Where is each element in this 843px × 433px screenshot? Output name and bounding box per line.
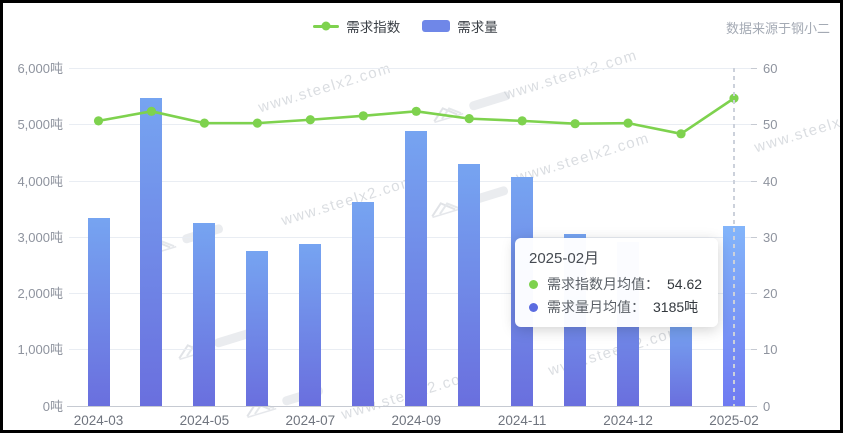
gridline <box>69 124 751 126</box>
y-axis-right-tick <box>751 236 757 238</box>
y-axis-right-label: 50 <box>763 117 778 133</box>
y-axis-left-label: 0吨 <box>42 398 63 414</box>
tooltip: 2025-02月 需求指数月均值： 54.62 需求量月均值： 3185吨 <box>515 238 719 327</box>
demand-bar-2[interactable] <box>193 223 216 406</box>
tooltip-row-label: 需求量月均值： <box>547 299 645 315</box>
tooltip-series-dot-icon <box>529 302 538 312</box>
demand-bar-6[interactable] <box>405 131 428 406</box>
y-axis-right-label: 40 <box>763 173 778 189</box>
x-axis-label: 2024-12 <box>603 412 653 428</box>
y-axis-right-label: 60 <box>763 61 778 76</box>
y-axis-left-label: 5,000吨 <box>17 117 63 133</box>
legend-item-demand-quantity[interactable]: 需求量 <box>422 16 498 36</box>
tooltip-row-label: 需求指数月均值： <box>547 276 659 292</box>
y-axis-right-tick <box>751 124 757 126</box>
demand-bar-0[interactable] <box>87 218 110 406</box>
y-axis-right-tick <box>751 349 757 351</box>
tooltip-title: 2025-02月 <box>529 250 600 267</box>
legend-item-demand-index[interactable]: 需求指数 <box>313 16 400 36</box>
line-point-1[interactable] <box>146 106 157 116</box>
line-point-2[interactable] <box>199 118 210 128</box>
line-point-6[interactable] <box>411 106 421 116</box>
y-axis-left-label: 3,000吨 <box>17 229 63 245</box>
plot-area <box>69 68 751 406</box>
demand-bar-5[interactable] <box>352 202 375 406</box>
demand-bar-1[interactable] <box>140 98 163 406</box>
y-axis-right-tick <box>751 293 757 294</box>
x-axis-label: 2024-05 <box>179 412 230 428</box>
line-point-10[interactable] <box>623 118 633 128</box>
bar-marker-icon <box>422 20 451 32</box>
line-point-8[interactable] <box>517 116 527 126</box>
demand-bar-3[interactable] <box>246 251 269 406</box>
demand-bar-11[interactable] <box>670 322 693 406</box>
tooltip-row-0: 需求指数月均值： 54.62 <box>529 274 702 294</box>
line-point-0[interactable] <box>93 116 104 126</box>
line-point-5[interactable] <box>358 111 368 121</box>
line-point-11[interactable] <box>676 129 686 139</box>
y-axis-right-label: 10 <box>763 342 778 358</box>
line-point-4[interactable] <box>305 115 315 125</box>
demand-index-line <box>93 93 739 139</box>
y-axis-left-label: 2,000吨 <box>17 286 63 301</box>
line-point-3[interactable] <box>252 118 262 128</box>
tooltip-row-1: 需求量月均值： 3185吨 <box>529 297 702 317</box>
line-point-7[interactable] <box>464 114 474 124</box>
legend-label-demand-quantity: 需求量 <box>457 20 498 35</box>
legend-label-demand-index: 需求指数 <box>346 20 401 35</box>
legend: 需求指数 需求量 <box>3 16 824 36</box>
y-axis-right-tick <box>751 180 757 182</box>
y-axis-left-label: 1,000吨 <box>17 342 63 358</box>
x-axis-line <box>67 405 755 407</box>
y-axis-right-tick <box>751 68 757 69</box>
tooltip-series-dot-icon <box>529 279 538 289</box>
y-axis-right-label: 0 <box>763 398 771 414</box>
tooltip-row-value: 54.62 <box>667 276 703 292</box>
y-axis-right-label: 30 <box>763 229 778 245</box>
y-axis-left-label: 4,000吨 <box>17 173 63 189</box>
line-point-9[interactable] <box>570 119 580 129</box>
x-axis-label: 2024-03 <box>73 412 124 428</box>
y-axis-right-label: 20 <box>763 286 778 301</box>
axis-pointer-line <box>732 68 735 406</box>
y-axis-left-label: 6,000吨 <box>17 61 63 76</box>
demand-bar-7[interactable] <box>458 164 481 406</box>
x-axis-label: 2024-11 <box>497 412 547 428</box>
gridline <box>69 68 751 69</box>
tooltip-row-value: 3185吨 <box>653 299 699 315</box>
data-source-label: 数据来源于钢小二 <box>725 21 830 36</box>
x-axis-label: 2024-09 <box>391 412 441 428</box>
x-axis-label: 2024-07 <box>285 412 336 428</box>
line-marker-icon <box>313 21 340 31</box>
demand-bar-4[interactable] <box>299 244 322 406</box>
x-axis-label: 2025-02 <box>709 412 759 428</box>
